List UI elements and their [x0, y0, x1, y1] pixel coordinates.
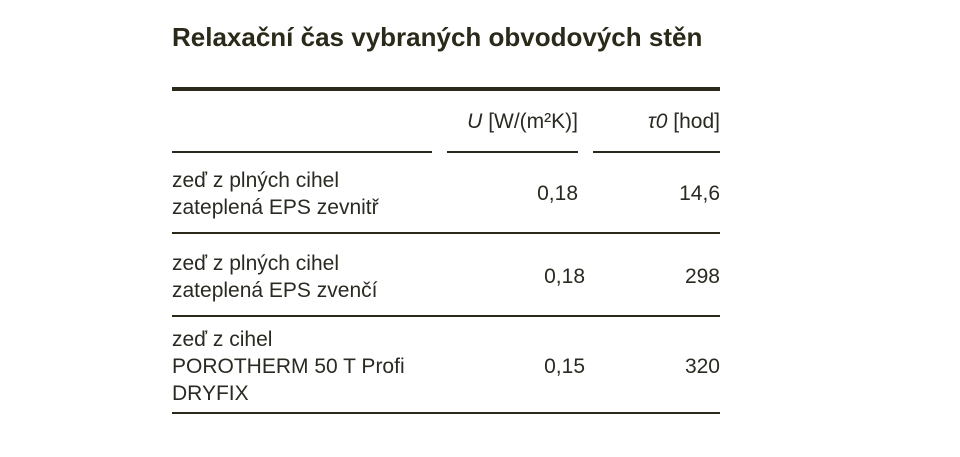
header-rule	[172, 151, 432, 153]
header-tau: τ0 [hod]	[648, 108, 720, 135]
tau-value: 298	[684, 265, 720, 288]
symbol: U	[467, 110, 483, 133]
row-rule	[172, 412, 720, 414]
unit: [W/(m²K)]	[488, 110, 578, 133]
title: Relaxační čas vybraných obvodových stěn	[172, 22, 703, 52]
top-rule	[172, 87, 720, 91]
header-rule	[593, 151, 720, 153]
row-label: zateplená EPS zvenčí	[172, 279, 378, 302]
u-value: 0,15	[544, 355, 585, 378]
row-rule	[172, 232, 720, 234]
unit: [hod]	[673, 110, 720, 133]
tau-value: 320	[684, 355, 720, 378]
row-label: POROTHERM 50 T Profi	[172, 355, 405, 378]
tau-value: 14,6	[679, 182, 720, 205]
row-label: zeď z plných cihel	[172, 252, 339, 275]
u-value: 0,18	[544, 265, 585, 288]
header-rule	[447, 151, 578, 153]
row-label: DRYFIX	[172, 382, 249, 405]
row-label: zateplená EPS zevnitř	[172, 196, 379, 219]
row-rule	[172, 315, 720, 317]
row-label: zeď z plných cihel	[172, 169, 339, 192]
symbol: τ0	[647, 110, 668, 133]
u-value: 0,18	[537, 182, 578, 205]
row-label: zeď z cihel	[172, 328, 273, 351]
header-u: U [W/(m²K)]	[467, 108, 578, 135]
